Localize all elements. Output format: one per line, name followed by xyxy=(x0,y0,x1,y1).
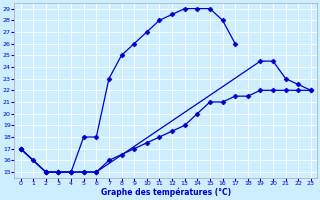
X-axis label: Graphe des températures (°C): Graphe des températures (°C) xyxy=(101,188,231,197)
